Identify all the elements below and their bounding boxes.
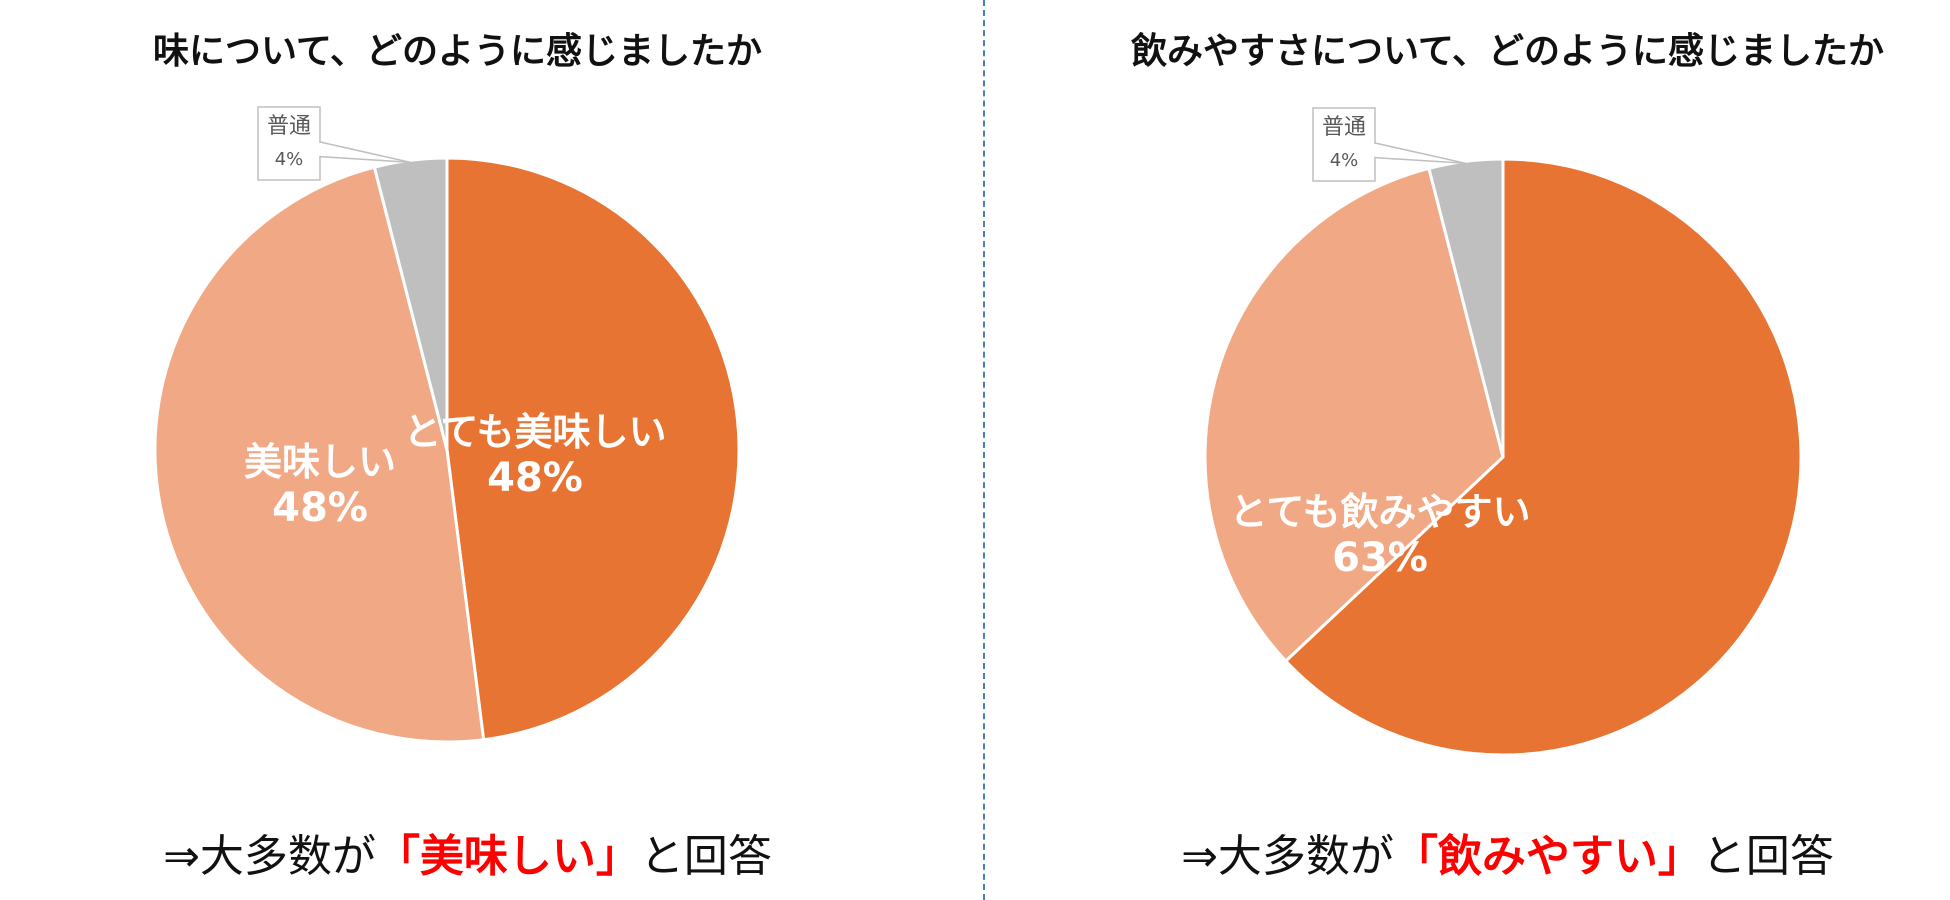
taste-conclusion: ⇒大多数が「美味しい」と回答 bbox=[0, 820, 955, 884]
drinkability-conclusion-suffix: と回答 bbox=[1701, 831, 1834, 882]
taste-slice-2 bbox=[372, 156, 449, 451]
drinkability-slice-1 bbox=[1203, 166, 1505, 664]
drinkability-conclusion-highlight: 「飲みやすい」 bbox=[1393, 831, 1702, 882]
taste-slice-0-label: とても美味しい bbox=[404, 410, 667, 454]
drinkability-callout-pointer bbox=[1374, 142, 1466, 165]
drinkability-callout-label: 普通 bbox=[1322, 115, 1366, 140]
taste-callout-label: 普通 bbox=[267, 114, 311, 139]
drinkability-slice-0 bbox=[1283, 157, 1803, 757]
drinkability-conclusion-prefix: ⇒大多数が bbox=[1181, 831, 1394, 882]
taste-callout-pointer bbox=[319, 141, 411, 164]
taste-conclusion-highlight: 「美味しい」 bbox=[375, 831, 640, 882]
taste-conclusion-prefix: ⇒大多数が bbox=[163, 831, 376, 882]
drinkability-slice-2 bbox=[1427, 157, 1505, 458]
drinkability-slice-0-value-label: 63% bbox=[1332, 535, 1428, 581]
taste-callout-joint bbox=[318, 143, 322, 156]
taste-slice-1 bbox=[153, 165, 486, 744]
drinkability-chart-title: 飲みやすさについて、どのように感じましたか bbox=[1130, 31, 1885, 72]
drinkability-slice-0-label: とても飲みやすい bbox=[1230, 490, 1531, 534]
panel-divider bbox=[983, 0, 985, 900]
taste-slice-0-value-label: 48% bbox=[487, 455, 583, 501]
drinkability-callout-joint bbox=[1373, 144, 1377, 157]
taste-chart-title: 味について、どのように感じましたか bbox=[152, 31, 763, 72]
taste-callout-box bbox=[257, 106, 321, 181]
taste-slice-0 bbox=[445, 156, 741, 742]
drinkability-panel: 飲みやすさについて、どのように感じましたか とても飲みやすい 63% 飲みやすい 33… bbox=[975, 0, 1950, 900]
drinkability-slice-1-label: 飲みやすい bbox=[1000, 360, 1190, 404]
drinkability-slice-1-value-label: 33% bbox=[1047, 405, 1143, 451]
taste-slice-1-label: 美味しい bbox=[244, 440, 396, 484]
taste-panel: 味について、どのように感じましたか とても美味しい 48% 美味しい 48% 普通 4% … bbox=[0, 31, 955, 884]
drinkability-callout-value: 4% bbox=[1330, 150, 1359, 171]
taste-conclusion-suffix: と回答 bbox=[639, 831, 772, 882]
taste-callout-value: 4% bbox=[275, 149, 304, 170]
drinkability-conclusion: ⇒大多数が「飲みやすい」と回答 bbox=[1020, 820, 1950, 884]
taste-slice-1-value-label: 48% bbox=[272, 485, 368, 531]
